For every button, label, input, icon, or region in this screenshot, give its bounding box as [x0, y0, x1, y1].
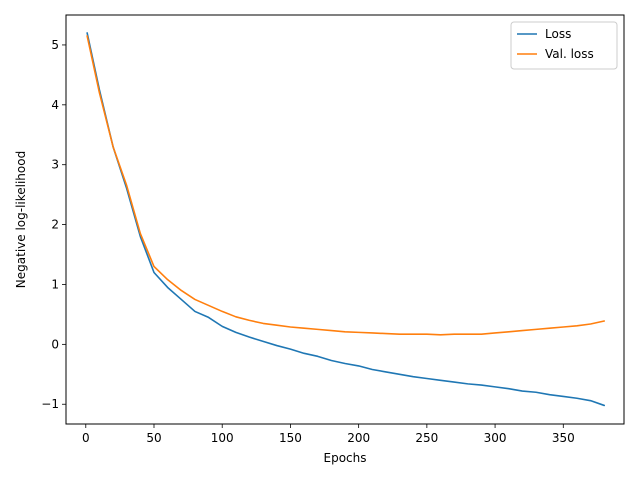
series-lines: [86, 32, 606, 407]
plot-frame: [65, 14, 625, 425]
x-axis-label: Epochs: [324, 451, 367, 465]
y-tick-label: −1: [41, 397, 59, 411]
x-tick-label: 0: [82, 431, 90, 445]
x-tick-label: 350: [552, 431, 575, 445]
y-tick-label: 0: [51, 337, 59, 351]
legend-label-loss: Loss: [545, 27, 571, 41]
x-axis-ticks: 0 50 100 150 200 250 300 350: [82, 424, 575, 445]
x-tick-label: 50: [146, 431, 161, 445]
y-tick-label: 1: [51, 277, 59, 291]
legend-label-val-loss: Val. loss: [545, 47, 594, 61]
x-tick-label: 100: [211, 431, 234, 445]
y-tick-label: 4: [51, 98, 59, 112]
legend-box: [510, 21, 618, 70]
y-tick-label: 5: [51, 38, 59, 52]
x-tick-label: 200: [347, 431, 370, 445]
y-tick-label: 2: [51, 218, 59, 232]
x-tick-label: 300: [484, 431, 507, 445]
y-tick-label: 3: [51, 158, 59, 172]
series-line-1: [86, 35, 606, 336]
series-line-0: [86, 32, 606, 407]
y-axis-ticks: −1 0 1 2 3 4 5: [41, 38, 66, 411]
legend: Loss Val. loss: [510, 21, 618, 70]
x-tick-label: 150: [279, 431, 302, 445]
x-tick-label: 250: [415, 431, 438, 445]
y-axis-label: Negative log-likelihood: [14, 151, 28, 288]
